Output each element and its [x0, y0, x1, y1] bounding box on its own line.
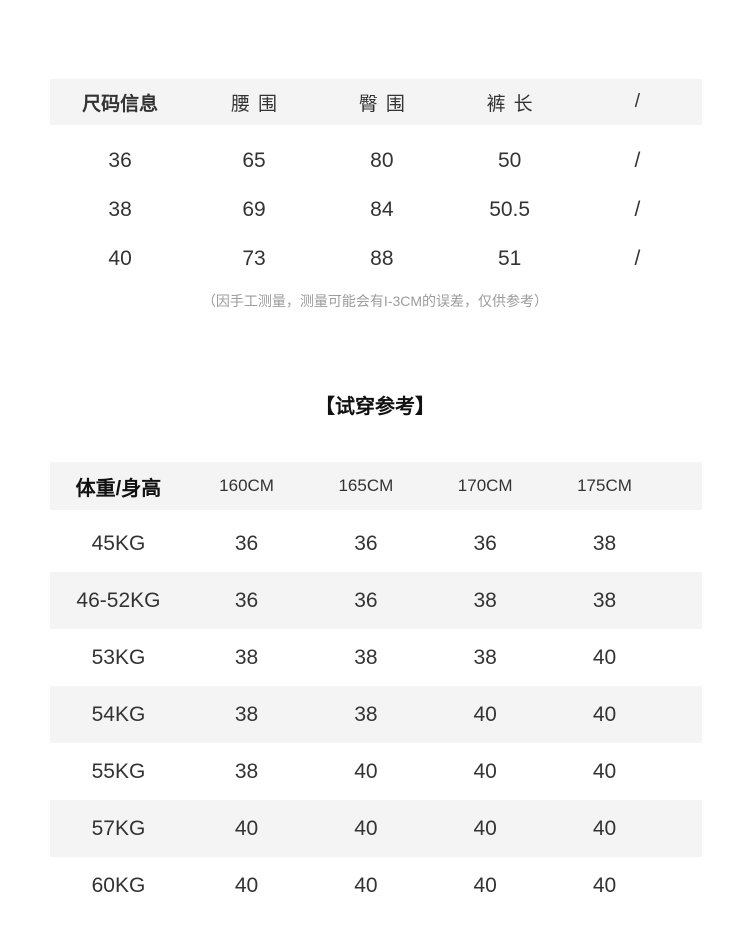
size-info-header-label: 尺码信息 — [82, 93, 159, 115]
size-cell: 40 — [592, 702, 617, 726]
size-cell: 38 — [473, 645, 497, 669]
hip-cell: 84 — [370, 197, 394, 221]
size-cell: 36 — [354, 588, 378, 612]
size-cell: 40 — [354, 873, 378, 897]
pants-length-header: 裤长 — [486, 93, 541, 115]
fit-row-53kg: 53KG 38 38 38 40 — [50, 629, 702, 686]
size-cell: 40 — [234, 816, 259, 840]
size-cell: 40 — [473, 702, 497, 726]
size-cell: 40 — [473, 873, 497, 897]
weight-height-header: 体重/身高 — [75, 477, 162, 500]
size-info-header-row: 尺码信息 腰围 臀围 裤长 / — [50, 79, 702, 125]
size-cell: 38 — [592, 588, 617, 612]
hip-cell: 80 — [370, 148, 394, 172]
size-row-36: 36 65 80 50 / — [50, 136, 702, 185]
fit-row-60kg: 60KG 40 40 40 40 — [50, 857, 702, 914]
size-cell: 38 — [473, 588, 497, 612]
fit-row-57kg: 57KG 40 40 40 40 — [50, 800, 702, 857]
weight-cell: 54KG — [91, 702, 146, 726]
size-cell: 38 — [234, 759, 259, 783]
weight-cell: 53KG — [91, 645, 146, 669]
height-175-header: 175CM — [577, 476, 632, 495]
height-165-header: 165CM — [338, 476, 394, 495]
size-cell: 40 — [354, 759, 378, 783]
measurement-note: （因手工测量，测量可能会有I-3CM的误差，仅供参考） — [201, 293, 549, 309]
weight-cell: 57KG — [91, 816, 146, 840]
size-cell: 40 — [592, 645, 617, 669]
size-cell: 36 — [234, 531, 259, 555]
fit-reference-title: 【试穿参考】 — [315, 396, 435, 418]
length-cell: 51 — [497, 246, 522, 270]
size-cell: 36 — [108, 148, 132, 172]
fit-row-54kg: 54KG 38 38 40 40 — [50, 686, 702, 743]
placeholder-cell: / — [634, 197, 641, 221]
hip-header: 臀围 — [358, 93, 413, 115]
size-info-body: 36 65 80 50 / 38 69 84 50.5 / 40 73 88 5… — [50, 125, 702, 283]
waist-cell: 69 — [242, 197, 266, 221]
size-cell: 38 — [592, 531, 617, 555]
waist-cell: 65 — [242, 148, 266, 172]
fit-row-45kg: 45KG 36 36 36 38 — [50, 515, 702, 572]
size-info-table: 尺码信息 腰围 臀围 裤长 / 36 65 80 50 / 38 69 84 5… — [50, 79, 702, 283]
size-cell: 40 — [473, 759, 497, 783]
size-cell: 38 — [108, 197, 132, 221]
hip-cell: 88 — [370, 246, 394, 270]
waist-cell: 73 — [242, 246, 266, 270]
height-160-header: 160CM — [219, 476, 274, 495]
size-cell: 40 — [108, 246, 132, 270]
fit-reference-table: 体重/身高 160CM 165CM 170CM 175CM 45KG 36 36… — [50, 462, 702, 914]
weight-cell: 60KG — [91, 873, 146, 897]
placeholder-cell: / — [634, 148, 641, 172]
fit-row-55kg: 55KG 38 40 40 40 — [50, 743, 702, 800]
fit-reference-body: 45KG 36 36 36 38 46-52KG 36 36 38 38 53K… — [50, 510, 702, 914]
size-cell: 40 — [592, 873, 617, 897]
weight-cell: 55KG — [91, 759, 146, 783]
size-cell: 38 — [354, 645, 378, 669]
fit-row-46-52kg: 46-52KG 36 36 38 38 — [50, 572, 702, 629]
size-cell: 40 — [354, 816, 378, 840]
length-cell: 50 — [497, 148, 522, 172]
size-cell: 36 — [354, 531, 378, 555]
size-row-38: 38 69 84 50.5 / — [50, 185, 702, 234]
weight-cell: 45KG — [91, 531, 146, 555]
size-cell: 36 — [234, 588, 259, 612]
size-cell: 40 — [234, 873, 259, 897]
size-row-40: 40 73 88 51 / — [50, 234, 702, 283]
placeholder-header: / — [634, 91, 641, 112]
size-cell: 38 — [234, 702, 259, 726]
size-cell: 36 — [473, 531, 497, 555]
height-170-header: 170CM — [457, 476, 513, 495]
size-cell: 40 — [592, 759, 617, 783]
length-cell: 50.5 — [489, 197, 531, 221]
fit-reference-header-row: 体重/身高 160CM 165CM 170CM 175CM — [50, 462, 702, 510]
size-cell: 40 — [473, 816, 497, 840]
size-cell: 40 — [592, 816, 617, 840]
weight-cell: 46-52KG — [76, 588, 161, 612]
size-cell: 38 — [234, 645, 259, 669]
placeholder-cell: / — [634, 246, 641, 270]
waist-header: 腰围 — [231, 93, 286, 115]
size-cell: 38 — [354, 702, 378, 726]
